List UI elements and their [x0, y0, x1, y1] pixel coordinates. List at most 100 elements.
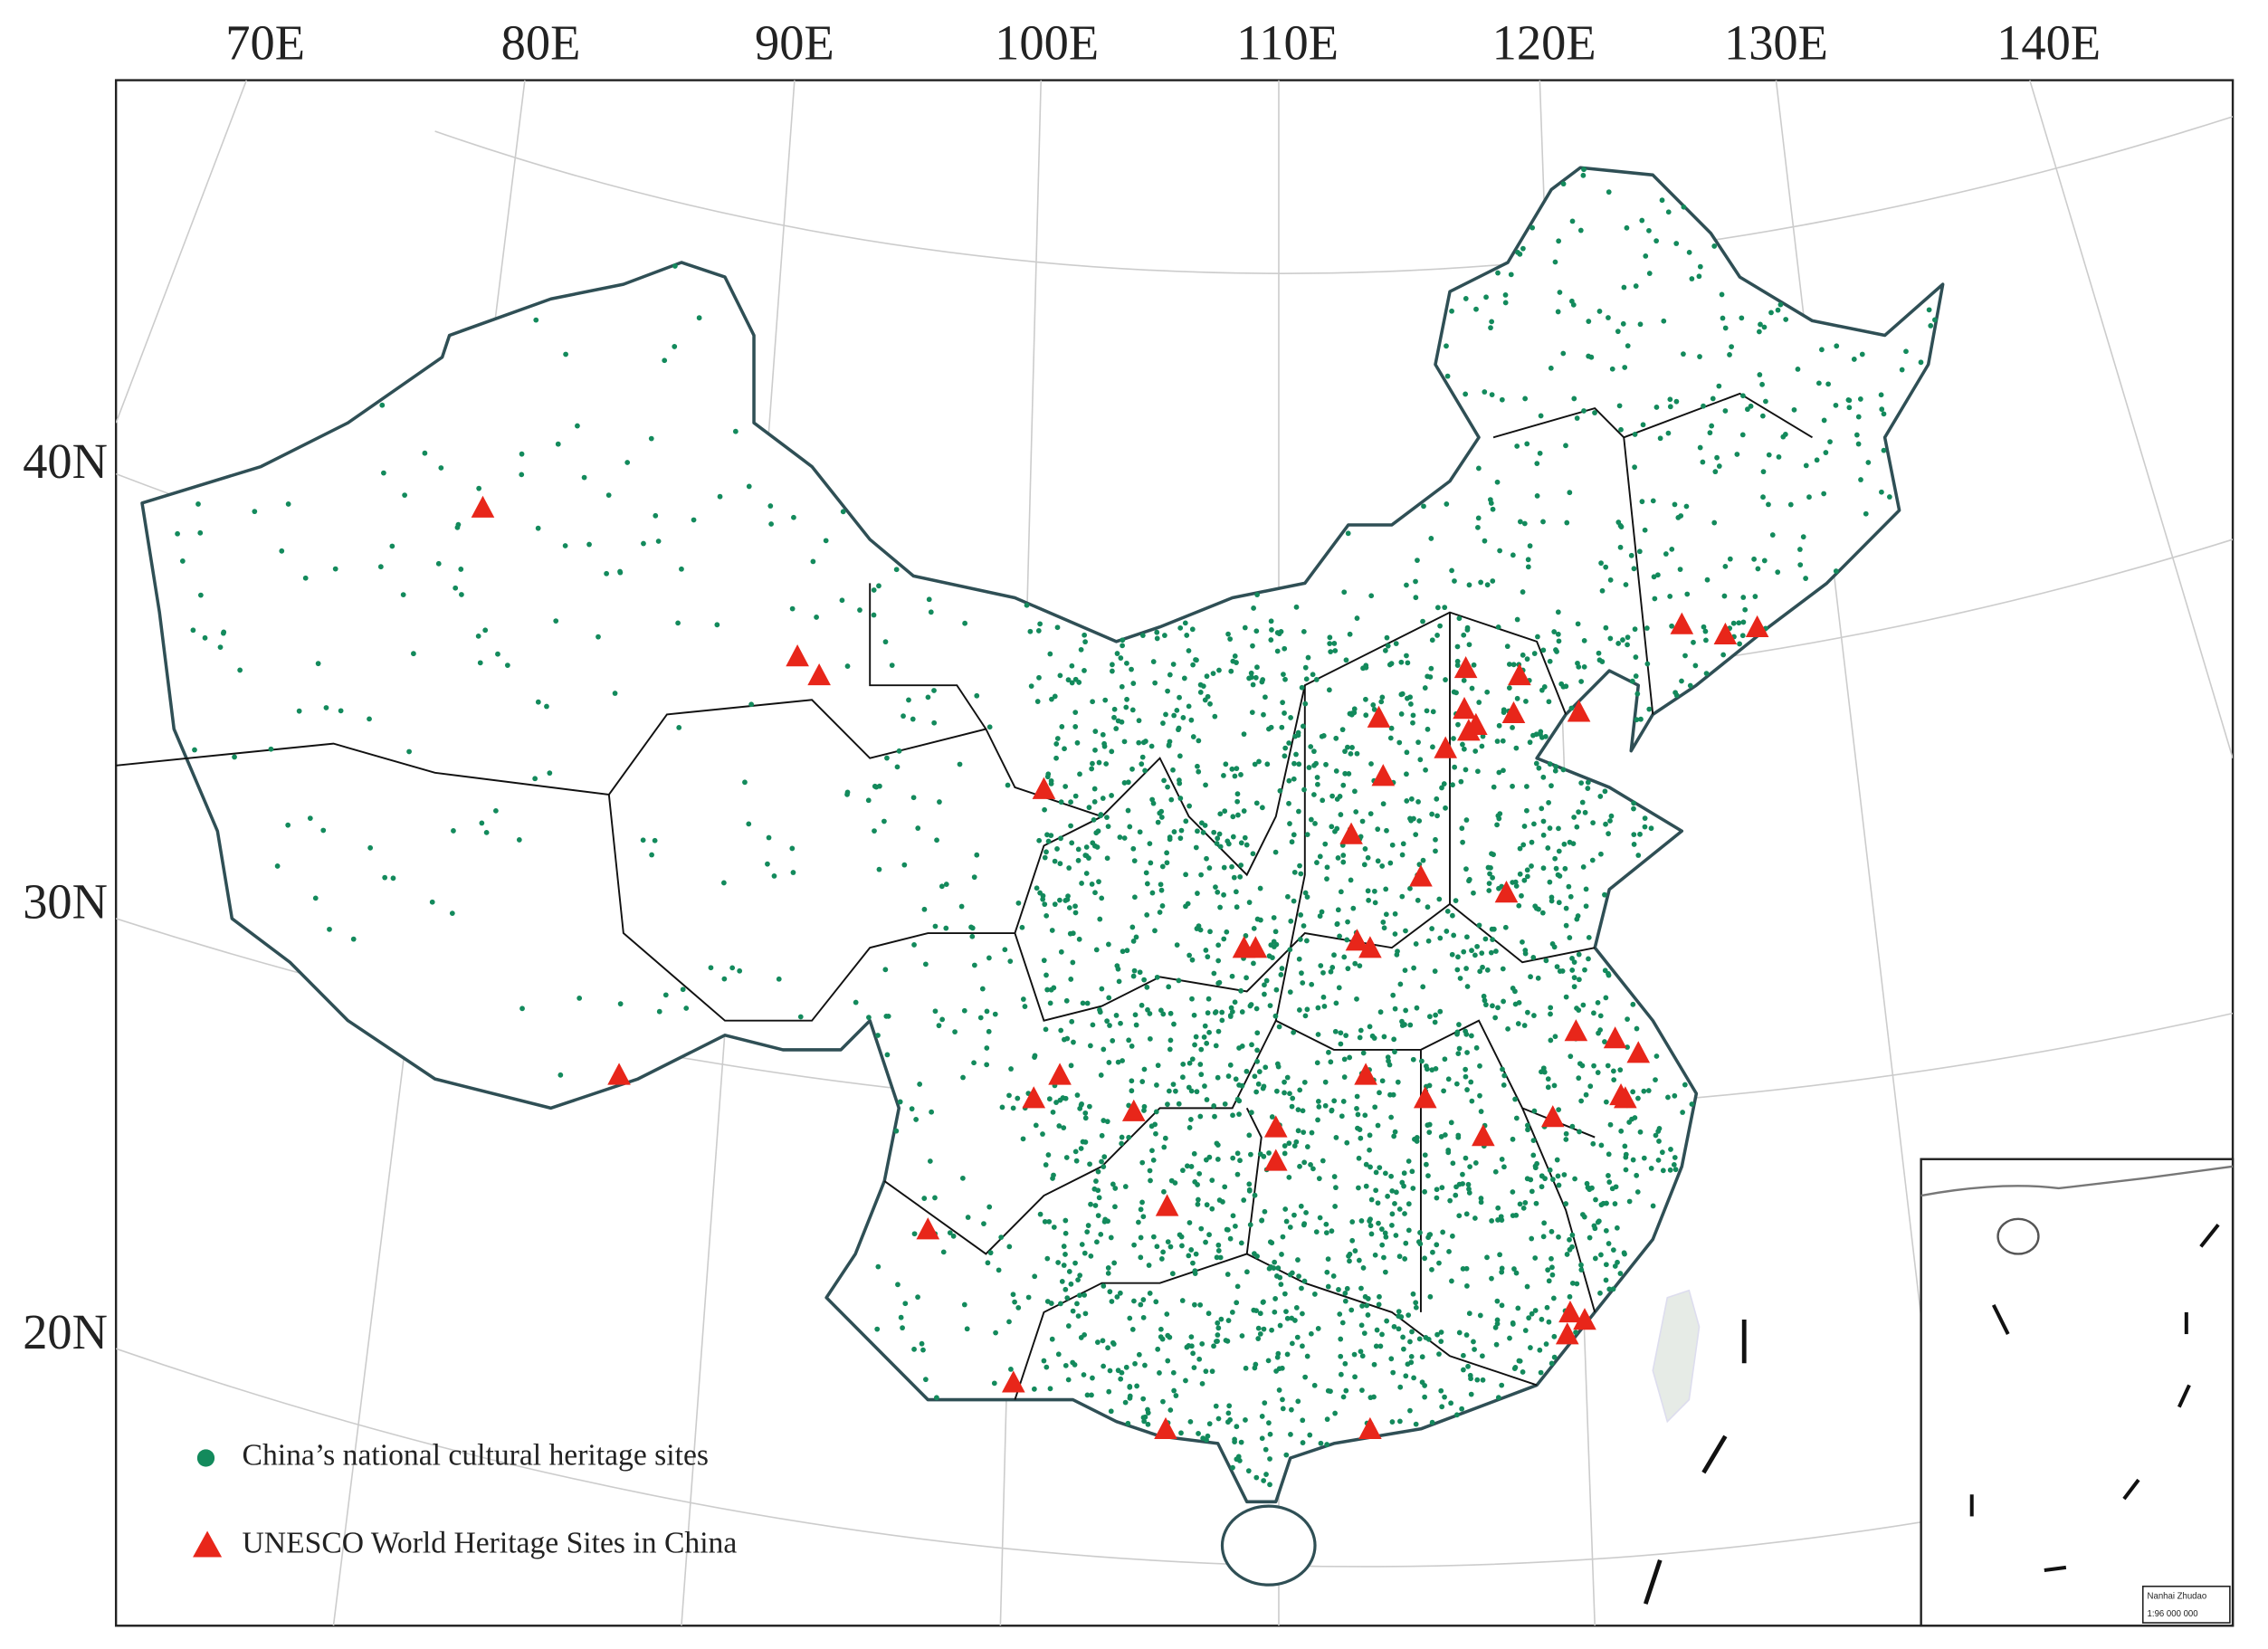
- heritage-dot: [1147, 1011, 1153, 1016]
- heritage-dot: [1277, 787, 1283, 794]
- heritage-dot: [1442, 605, 1448, 611]
- heritage-dot: [1488, 325, 1493, 331]
- heritage-dot: [1141, 1103, 1148, 1110]
- heritage-dot: [960, 1074, 966, 1081]
- heritage-dot: [1049, 928, 1055, 933]
- heritage-dot: [1370, 702, 1377, 708]
- heritage-dot: [1122, 1184, 1129, 1189]
- heritage-dot: [1440, 1229, 1446, 1235]
- heritage-dot: [1727, 556, 1733, 562]
- heritage-dot: [495, 651, 500, 657]
- heritage-dot: [676, 724, 682, 730]
- heritage-dot: [1413, 1304, 1419, 1311]
- heritage-dot: [1758, 321, 1763, 328]
- heritage-dot: [1251, 925, 1257, 931]
- heritage-dot: [1544, 1304, 1550, 1311]
- unesco-triangle: [1564, 1019, 1588, 1042]
- heritage-dot: [1025, 1294, 1032, 1301]
- heritage-dot: [1123, 704, 1129, 710]
- heritage-dot: [1332, 1204, 1339, 1209]
- heritage-dot: [1587, 1083, 1594, 1090]
- heritage-dot: [1863, 510, 1869, 517]
- heritage-dot: [893, 567, 900, 573]
- heritage-dot: [1549, 1272, 1556, 1278]
- heritage-dot: [1354, 750, 1360, 757]
- heritage-dot: [1224, 929, 1230, 935]
- heritage-dot: [1578, 679, 1585, 684]
- heritage-dot: [1313, 1229, 1320, 1235]
- heritage-dot: [1117, 1290, 1123, 1296]
- unesco-triangle: [786, 644, 809, 667]
- heritage-dot: [1710, 396, 1716, 402]
- heritage-dot: [1455, 1132, 1462, 1139]
- heritage-dot: [1301, 1222, 1307, 1228]
- heritage-dot: [1337, 933, 1342, 939]
- heritage-dot: [1299, 684, 1305, 691]
- heritage-dot: [1205, 693, 1211, 700]
- heritage-dot: [1665, 1094, 1671, 1101]
- heritage-dot: [1050, 1176, 1055, 1181]
- heritage-dot: [1712, 469, 1719, 475]
- heritage-dot: [1606, 970, 1611, 977]
- heritage-dot: [1461, 948, 1467, 955]
- heritage-dot: [1230, 1213, 1236, 1219]
- heritage-dot: [1209, 1368, 1215, 1375]
- heritage-dot: [1160, 1249, 1167, 1255]
- heritage-dot: [1250, 643, 1255, 649]
- heritage-dot: [1482, 997, 1488, 1004]
- heritage-dot: [1197, 1301, 1204, 1308]
- heritage-dot: [1279, 966, 1285, 971]
- heritage-dot: [1499, 1302, 1505, 1309]
- heritage-dot: [1186, 952, 1193, 958]
- heritage-dot: [1463, 866, 1469, 872]
- heritage-dot: [1517, 1201, 1523, 1207]
- heritage-dot: [1398, 711, 1405, 717]
- heritage-dot: [1341, 954, 1348, 960]
- heritage-dot: [1478, 1199, 1484, 1206]
- heritage-dot: [1819, 347, 1825, 353]
- heritage-dot: [1104, 1018, 1110, 1025]
- heritage-dot: [1368, 761, 1374, 767]
- heritage-dot: [1497, 548, 1502, 554]
- heritage-dot: [1530, 732, 1536, 739]
- heritage-dot: [1374, 1327, 1380, 1333]
- heritage-dot: [1520, 1205, 1527, 1211]
- heritage-dot: [1015, 1305, 1022, 1311]
- heritage-dot: [1346, 1253, 1351, 1259]
- heritage-dot: [1049, 696, 1054, 702]
- heritage-dot: [1537, 450, 1543, 456]
- heritage-dot: [1531, 1108, 1538, 1114]
- heritage-dot: [1653, 405, 1660, 410]
- heritage-dot: [1438, 1339, 1444, 1345]
- heritage-dot: [1105, 824, 1111, 830]
- heritage-dot: [910, 795, 917, 801]
- heritage-dot: [1730, 620, 1737, 626]
- heritage-dot: [1215, 1415, 1222, 1422]
- heritage-dot: [1096, 879, 1101, 885]
- heritage-dot: [1396, 1253, 1403, 1260]
- heritage-dot: [1338, 1030, 1344, 1036]
- heritage-dot: [1044, 1299, 1051, 1304]
- inset-title: Nanhai Zhudao: [2148, 1592, 2207, 1602]
- heritage-dot: [1500, 966, 1506, 972]
- heritage-dot: [1513, 883, 1520, 889]
- heritage-dot: [1382, 1170, 1388, 1177]
- heritage-dot: [1080, 1139, 1086, 1145]
- heritage-dot: [789, 605, 796, 612]
- heritage-dot: [1301, 1079, 1308, 1085]
- heritage-dot: [1422, 1255, 1428, 1262]
- heritage-dot: [1297, 863, 1302, 869]
- heritage-dot: [1468, 1033, 1474, 1039]
- heritage-dot: [1597, 1013, 1604, 1019]
- heritage-dot: [1701, 403, 1706, 409]
- heritage-dot: [1586, 353, 1592, 359]
- unesco-triangle: [1001, 1370, 1025, 1393]
- heritage-dot: [1293, 1139, 1300, 1145]
- heritage-dot: [911, 1346, 917, 1352]
- heritage-dot: [1324, 1416, 1330, 1423]
- heritage-dot: [1550, 1295, 1557, 1301]
- heritage-dot: [882, 639, 889, 645]
- heritage-dot: [1396, 1206, 1403, 1212]
- heritage-dot: [771, 872, 777, 879]
- heritage-dot: [1158, 1334, 1164, 1340]
